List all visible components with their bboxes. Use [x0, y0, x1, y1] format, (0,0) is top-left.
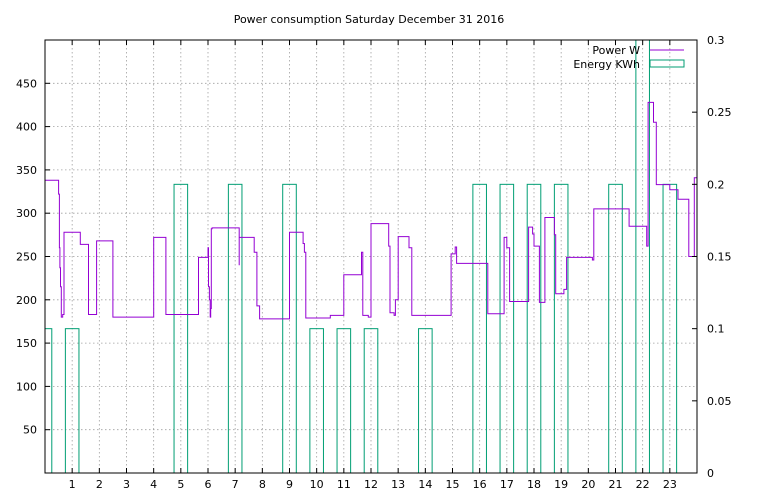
y2-tick-label: 0.15 — [707, 251, 732, 264]
legend: Power W Energy KWh — [573, 44, 685, 71]
x-tick-label: 6 — [205, 478, 212, 491]
x-tick-label: 1 — [69, 478, 76, 491]
chart-title: Power consumption Saturday December 31 2… — [234, 13, 505, 26]
y-tick-label: 150 — [16, 337, 37, 350]
y2-axis-labels: 0 0.05 0.1 0.15 0.2 0.25 0.3 — [707, 34, 732, 480]
x-tick-label: 15 — [446, 478, 460, 491]
power-series-line — [45, 101, 698, 320]
y2-tick-label: 0.25 — [707, 106, 732, 119]
x-tick-label: 18 — [527, 478, 541, 491]
legend-energy-label: Energy KWh — [573, 58, 640, 71]
y-tick-label: 400 — [16, 121, 37, 134]
x-tick-label: 5 — [177, 478, 184, 491]
x-tick-label: 4 — [150, 478, 157, 491]
x-tick-label: 19 — [554, 478, 568, 491]
y2-tick-label: 0.2 — [707, 178, 725, 191]
y-tick-label: 200 — [16, 294, 37, 307]
x-tick-label: 14 — [418, 478, 432, 491]
y-tick-label: 450 — [16, 77, 37, 90]
axis-ticks — [45, 39, 697, 474]
x-tick-label: 7 — [232, 478, 239, 491]
x-tick-label: 16 — [473, 478, 487, 491]
x-tick-label: 9 — [286, 478, 293, 491]
x-tick-label: 20 — [581, 478, 595, 491]
power-line — [45, 101, 698, 320]
y-tick-label: 350 — [16, 164, 37, 177]
y-tick-label: 50 — [23, 424, 37, 437]
x-axis-labels: 1 2 3 4 5 6 7 8 9 10 11 12 13 14 15 16 17 18 19 20 21 22 23 — [69, 478, 677, 491]
x-tick-label: 12 — [364, 478, 378, 491]
x-tick-label: 11 — [337, 478, 351, 491]
x-tick-label: 3 — [123, 478, 130, 491]
x-tick-label: 13 — [391, 478, 405, 491]
y-tick-label: 250 — [16, 251, 37, 264]
y-axis-labels: 50 100 150 200 250 300 350 400 450 — [16, 77, 37, 436]
legend-energy-sample — [649, 59, 685, 68]
x-tick-label: 17 — [500, 478, 514, 491]
y-tick-label: 100 — [16, 380, 37, 393]
legend-power-label: Power W — [592, 44, 640, 57]
y2-tick-label: 0 — [707, 467, 714, 480]
x-tick-label: 10 — [310, 478, 324, 491]
x-tick-label: 22 — [636, 478, 650, 491]
energy-bar-0 — [44, 328, 53, 474]
x-tick-label: 2 — [96, 478, 103, 491]
x-tick-label: 21 — [609, 478, 623, 491]
x-tick-label: 23 — [663, 478, 677, 491]
y2-tick-label: 0.05 — [707, 395, 732, 408]
y-tick-label: 300 — [16, 207, 37, 220]
y2-tick-label: 0.3 — [707, 34, 725, 47]
x-tick-label: 8 — [259, 478, 266, 491]
y2-tick-label: 0.1 — [707, 323, 725, 336]
